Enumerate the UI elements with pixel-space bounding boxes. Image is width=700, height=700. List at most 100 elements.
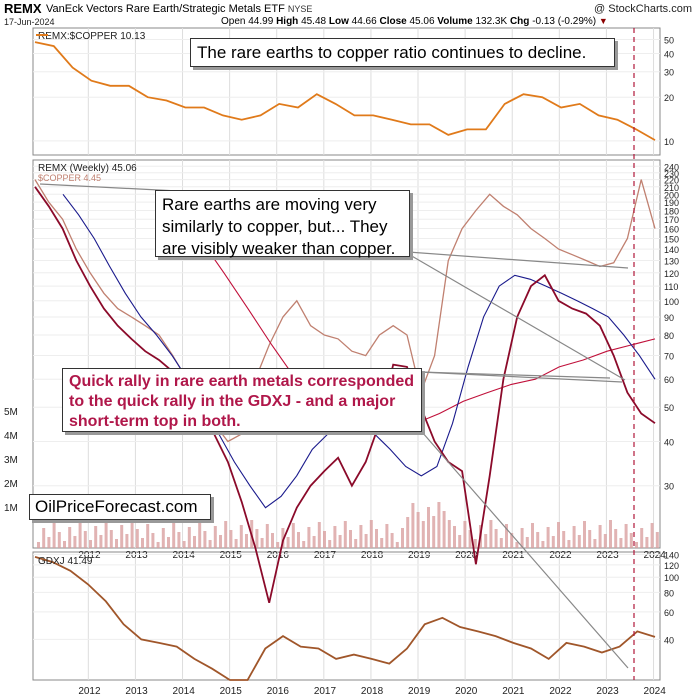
x-tick-label: 2020 bbox=[455, 686, 478, 697]
x-tick-label: 2015 bbox=[220, 550, 243, 561]
annotation-pointer-line bbox=[39, 183, 179, 192]
red-ma-line bbox=[199, 238, 656, 435]
remx-series-line bbox=[34, 186, 656, 604]
volume-bar bbox=[224, 521, 228, 548]
volume-bar bbox=[63, 541, 66, 548]
volume-bar bbox=[203, 531, 207, 548]
volume-bar bbox=[234, 539, 238, 548]
volume-bar bbox=[260, 538, 264, 548]
volume-bar bbox=[635, 542, 638, 548]
annotation-pointer-line bbox=[421, 431, 629, 669]
volume-bar bbox=[307, 527, 311, 548]
low-value: 44.66 bbox=[351, 16, 377, 27]
y-tick-label: 190 bbox=[664, 198, 679, 208]
volume-bar bbox=[401, 528, 404, 548]
volume-bar bbox=[395, 542, 399, 548]
volume-bar bbox=[406, 517, 410, 548]
volume-bar bbox=[317, 522, 321, 548]
x-tick-label: 2022 bbox=[549, 686, 572, 697]
volume-bar bbox=[640, 528, 644, 548]
volume-bar bbox=[239, 525, 243, 548]
y-tick-label: 160 bbox=[664, 225, 679, 235]
volume-bar bbox=[156, 542, 160, 548]
stockcharts-credit: @ StockCharts.com bbox=[594, 3, 692, 15]
volume-bar bbox=[151, 533, 155, 548]
y-tick-label: 170 bbox=[664, 215, 679, 225]
x-tick-label: 2012 bbox=[78, 686, 101, 697]
y-tick-label: 240 bbox=[664, 162, 679, 172]
y-tick-label: 180 bbox=[664, 206, 679, 216]
volume-bar bbox=[193, 536, 196, 548]
volume-bar bbox=[198, 522, 202, 548]
volume-bar bbox=[73, 536, 77, 548]
x-tick-label: 2017 bbox=[314, 550, 337, 561]
y-tick-label: 80 bbox=[664, 331, 674, 341]
copper-series-line bbox=[34, 179, 656, 443]
volume-bar bbox=[598, 525, 602, 548]
volume-bar bbox=[125, 534, 129, 548]
y-tick-label: 230 bbox=[664, 169, 679, 179]
volume-bar bbox=[447, 520, 451, 548]
y-tick-label: 200 bbox=[664, 190, 679, 200]
y-tick-label: 50 bbox=[664, 403, 674, 413]
down-triangle-icon: ▼ bbox=[598, 16, 608, 26]
volume-bar bbox=[614, 529, 618, 548]
volume-bar bbox=[338, 535, 342, 548]
volume-bar bbox=[364, 534, 368, 548]
volume-bar bbox=[463, 521, 467, 548]
volume-bar bbox=[385, 524, 389, 548]
volume-bar bbox=[375, 529, 378, 548]
open-label: Open bbox=[221, 16, 246, 27]
volume-bar bbox=[265, 524, 269, 548]
volume-bar bbox=[135, 529, 139, 548]
volume-bar bbox=[531, 523, 534, 548]
gdxj-series-line bbox=[34, 556, 656, 681]
y-tick-label: 110 bbox=[664, 282, 678, 292]
volume-bar bbox=[104, 521, 108, 548]
volume-bar bbox=[557, 522, 560, 548]
volume-bar bbox=[541, 541, 545, 548]
volume-bar bbox=[505, 524, 508, 548]
source-watermark: OilPriceForecast.com bbox=[29, 494, 211, 520]
x-tick-label: 2021 bbox=[502, 550, 525, 561]
y-tick-label: 50 bbox=[664, 35, 674, 45]
volume-bar bbox=[83, 531, 87, 548]
volume-bar bbox=[390, 533, 394, 548]
volume-bar bbox=[78, 522, 82, 548]
x-tick-label: 2021 bbox=[502, 686, 525, 697]
volume-bar bbox=[161, 528, 165, 548]
y-tick-label: 60 bbox=[664, 608, 674, 618]
volume-bar bbox=[328, 540, 332, 548]
volume-bar bbox=[213, 526, 217, 548]
y-tick-label: 60 bbox=[664, 375, 674, 385]
volume-bar bbox=[208, 540, 212, 548]
volume-axis-label: 1M bbox=[4, 503, 18, 514]
volume-bar bbox=[442, 511, 446, 548]
volume-bar bbox=[99, 535, 103, 548]
volume-bar bbox=[94, 526, 98, 548]
volume-bar bbox=[68, 527, 72, 548]
volume-bar bbox=[583, 521, 586, 548]
volume-bar bbox=[510, 533, 514, 548]
volume-axis-label: 5M bbox=[4, 407, 18, 418]
security-name: VanEck Vectors Rare Earth/Strategic Meta… bbox=[46, 3, 285, 15]
x-tick-label: 2015 bbox=[220, 686, 243, 697]
y-tick-label: 140 bbox=[664, 245, 679, 255]
volume-bar bbox=[546, 527, 550, 548]
volume-bar bbox=[421, 521, 425, 548]
volume-bar bbox=[182, 541, 186, 548]
annotation-pointer-line bbox=[409, 254, 626, 381]
volume-bar bbox=[473, 539, 477, 548]
volume-bar bbox=[281, 528, 285, 548]
y-tick-label: 80 bbox=[664, 588, 674, 598]
volume-bar bbox=[536, 532, 540, 548]
volume-value: 132.3K bbox=[475, 16, 508, 27]
y-tick-label: 40 bbox=[664, 50, 674, 60]
gdxj-legend: GDXJ 41.49 bbox=[38, 556, 93, 567]
x-tick-label: 2023 bbox=[596, 686, 619, 697]
copper-legend: $COPPER 4.45 bbox=[38, 173, 101, 183]
x-tick-label: 2024 bbox=[644, 686, 667, 697]
x-tick-label: 2016 bbox=[267, 686, 290, 697]
exchange-label: NYSE bbox=[287, 4, 313, 14]
